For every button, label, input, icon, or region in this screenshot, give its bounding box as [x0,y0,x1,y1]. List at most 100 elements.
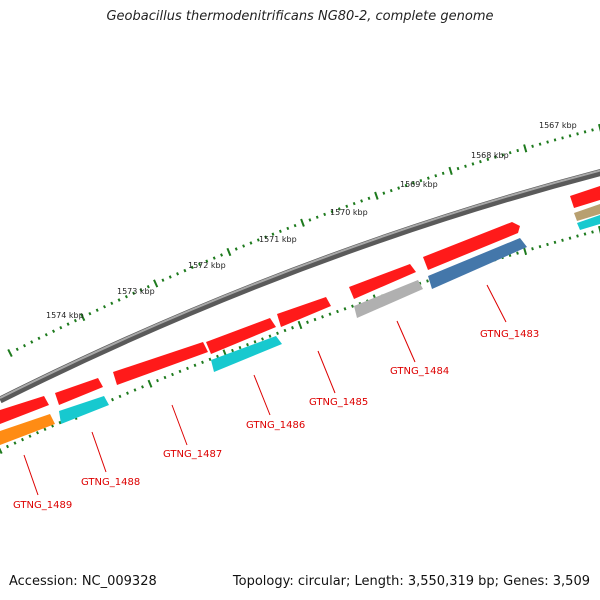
scale-ticks [7,123,600,358]
scale-tick [576,132,579,136]
scale-tick [345,204,349,208]
scale-tick [546,140,549,144]
gene-cyan-feature[interactable] [577,215,600,230]
scale-tick [374,191,379,200]
scale-tick [110,301,114,306]
scale-tick [205,259,209,263]
inner-scale-tick [147,379,153,388]
gene-features [0,186,600,445]
scale-tick [538,142,542,146]
scale-tick [146,284,150,289]
gene-label-gtng-1484[interactable]: GTNG_1484 [390,366,449,377]
gene-label-gtng-1483[interactable]: GTNG_1483 [480,329,539,340]
scale-tick [220,253,224,257]
inner-scale-tick [343,307,347,311]
inner-scale-tick [313,317,317,322]
inner-scale-tick [238,345,242,350]
gene-red-feature[interactable] [55,378,103,405]
scale-label-1572: 1572 kbp [188,261,226,270]
inner-scale-tick [591,230,594,234]
scale-tick [212,256,216,260]
scale-tick [183,268,187,273]
gene-cyan-feature[interactable] [59,396,109,424]
scale-tick [441,171,445,175]
inner-scale-tick [297,320,303,330]
inner-scale-tick [321,315,324,319]
gene-cyan-feature[interactable] [211,336,282,372]
backbone-highlight [0,169,600,399]
scale-label-1569: 1569 kbp [400,180,438,189]
inner-scale-tick [178,369,182,374]
backbone-arc [0,169,600,404]
gene-orange-feature[interactable] [0,414,55,445]
inner-scale-tick [126,391,129,395]
scale-label-1567: 1567 kbp [539,121,577,130]
scale-tick [531,144,534,148]
leader-line [486,284,507,323]
scale-tick [161,278,165,282]
inner-scale-tick [216,354,219,359]
inner-scale-tick [201,360,204,364]
gene-labels: GTNG_1483 GTNG_1484 GTNG_1485 GTNG_1486 … [13,329,539,511]
gene-tan-feature[interactable] [574,204,600,221]
scale-tick [591,128,594,132]
scale-tick [132,291,136,296]
scale-tick [168,275,172,279]
scale-tick [30,340,34,344]
gene-red-feature[interactable] [206,318,276,354]
gene-red-feature[interactable] [277,297,331,327]
inner-scale-tick [261,337,264,341]
scale-tick [598,123,600,133]
gene-blue-feature[interactable] [428,238,527,289]
inner-scale-tick [20,437,25,442]
inner-scale-tick [583,232,587,236]
inner-scale-tick [13,441,17,445]
gene-red-feature[interactable] [0,396,49,424]
inner-scale-tick [351,304,354,308]
scale-tick [153,279,159,288]
inner-scale-tick [336,309,339,314]
scale-tick [508,151,512,155]
inner-scale-tick [531,247,534,251]
scale-tick [583,130,587,134]
inner-scale-tick [576,234,579,238]
scale-tick [404,183,408,188]
scale-tick [397,186,401,190]
scale-tick [234,247,238,251]
leader-line [253,374,271,416]
gene-red-feature[interactable] [113,342,208,385]
scale-tick [102,305,107,309]
gene-red-feature[interactable] [570,186,600,208]
inner-scale-tick [193,363,197,367]
gene-label-gtng-1488[interactable]: GTNG_1488 [81,477,140,488]
inner-scale-tick [35,431,40,435]
scale-label-1570: 1570 kbp [330,208,368,217]
gene-red-feature[interactable] [423,222,520,270]
gene-label-gtng-1486[interactable]: GTNG_1486 [246,420,305,431]
inner-scale-tick [58,420,62,425]
scale-tick [382,191,386,195]
scale-tick [73,318,77,323]
inner-scale-tick [522,246,528,256]
inner-scale-tick [553,240,557,244]
leader-line [317,350,336,394]
scale-tick [226,247,232,257]
gene-label-gtng-1487[interactable]: GTNG_1487 [163,449,222,460]
scale-tick [80,313,86,322]
scale-label-1571: 1571 kbp [259,235,297,244]
scale-tick [412,181,415,185]
scale-tick [190,265,194,270]
scale-tick [308,218,312,222]
gene-gray-feature[interactable] [354,280,423,318]
gene-red-feature[interactable] [349,264,416,299]
scale-tick [52,329,56,333]
inner-scale-tick [561,238,564,242]
scale-tick [426,176,430,180]
scale-tick [448,166,453,176]
scale-tick [337,207,341,211]
genome-stats-text: Topology: circular; Length: 3,550,319 bp… [232,574,590,589]
gene-label-gtng-1485[interactable]: GTNG_1485 [309,397,368,408]
scale-tick [198,262,202,266]
inner-scale-tick [253,340,257,344]
gene-label-gtng-1489[interactable]: GTNG_1489 [13,500,72,511]
